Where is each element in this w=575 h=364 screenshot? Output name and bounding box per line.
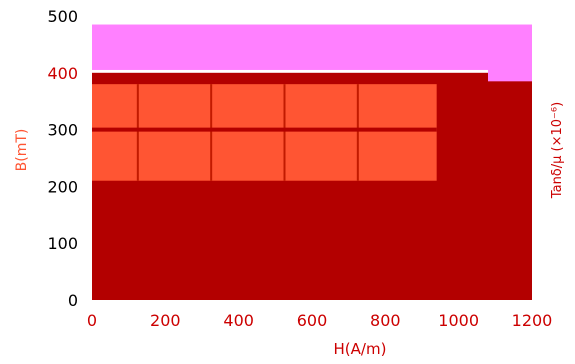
y-tick-label: 100	[47, 234, 78, 253]
region-2	[92, 24, 488, 70]
y-tick-label: 500	[47, 7, 78, 26]
x-tick-label: 1200	[512, 311, 553, 330]
region-layer	[92, 24, 532, 300]
y2-axis-label: Tanδ/μ (×10⁻⁶)	[550, 102, 565, 199]
region-1	[92, 84, 437, 181]
x-axis-label: H(A/m)	[334, 340, 387, 358]
x-tick-label: 600	[297, 311, 328, 330]
y-axis-label: B(mT)	[14, 129, 30, 172]
x-tick-label: 200	[150, 311, 181, 330]
x-tick-label: 400	[223, 311, 254, 330]
tick-layer: 0 200 400 600 800 1000 1200 0 100 200 300 400 500	[47, 7, 552, 330]
y-tick-label: 300	[47, 121, 78, 140]
y-tick-label: 200	[47, 177, 78, 196]
y-tick-label: 400	[47, 64, 78, 83]
x-tick-label: 0	[87, 311, 97, 330]
x-tick-label: 1000	[438, 311, 479, 330]
y-tick-label: 0	[68, 291, 78, 310]
region-3	[488, 24, 532, 82]
x-tick-label: 800	[370, 311, 401, 330]
